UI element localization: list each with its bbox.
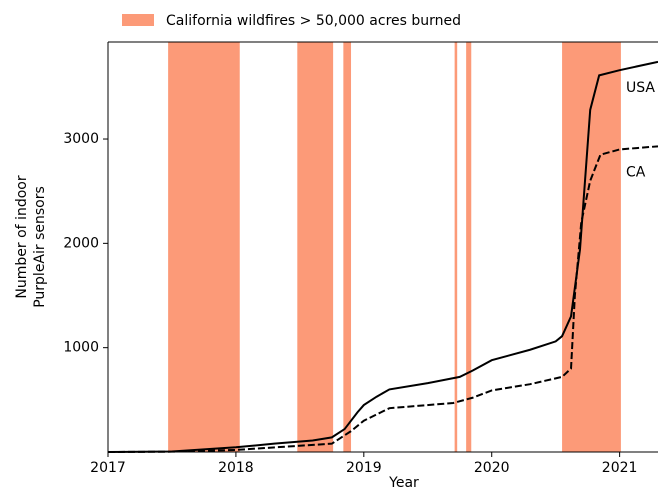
y-tick-label: 2000: [63, 235, 99, 251]
legend-swatch: [122, 14, 154, 26]
series-label: CA: [626, 164, 646, 180]
x-tick-label: 2019: [346, 460, 382, 476]
wildfire-span: [168, 42, 240, 452]
wildfire-span: [297, 42, 334, 452]
x-axis-label: Year: [388, 475, 419, 490]
wildfire-span: [466, 42, 472, 452]
y-tick-label: 1000: [63, 340, 99, 356]
x-tick-label: 2018: [218, 460, 254, 476]
y-tick-label: 3000: [63, 131, 99, 147]
y-axis-label: PurpleAir sensors: [32, 186, 48, 308]
wildfire-span: [343, 42, 352, 452]
legend-label: California wildfires > 50,000 acres burn…: [166, 13, 461, 29]
x-tick-label: 2017: [90, 460, 126, 476]
x-tick-label: 2020: [474, 460, 510, 476]
series-label: USA: [626, 80, 655, 96]
series-line: [107, 145, 658, 453]
wildfire-span: [562, 42, 621, 452]
wildfire-span: [454, 42, 458, 452]
x-tick-label: 2021: [602, 460, 638, 476]
y-axis-label: Number of indoor: [14, 175, 30, 298]
